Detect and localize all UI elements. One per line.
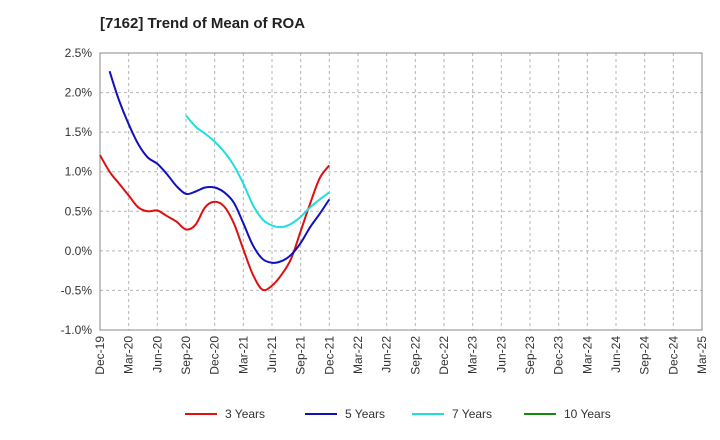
y-tick-label: 1.0%: [65, 165, 93, 179]
y-tick-label: 0.5%: [65, 204, 93, 218]
y-tick-label: 2.0%: [65, 86, 93, 100]
y-tick-label: 2.5%: [65, 46, 93, 60]
legend-label: 5 Years: [345, 407, 385, 421]
series-line-7-years: [185, 114, 330, 229]
x-tick-label: Jun-22: [380, 336, 394, 373]
x-tick-label: Sep-24: [638, 336, 652, 375]
y-tick-label: -1.0%: [61, 323, 93, 337]
x-tick-label: Dec-22: [437, 336, 451, 375]
y-axis-ticks: 2.5% 2.0% 1.5% 1.0% 0.5% 0.0% -0.5% -1.0%: [61, 46, 93, 337]
x-tick-label: Dec-21: [322, 336, 336, 375]
y-tick-label: -0.5%: [61, 283, 93, 297]
x-tick-label: Mar-24: [580, 336, 594, 374]
x-tick-label: Mar-21: [236, 336, 250, 374]
x-tick-label: Sep-23: [523, 336, 537, 375]
x-axis-ticks: Dec-19 Mar-20 Jun-20 Sep-20 Dec-20 Mar-21 Jun-…: [93, 336, 709, 375]
x-tick-label: Jun-23: [494, 336, 508, 373]
x-tick-label: Dec-24: [666, 336, 680, 375]
x-tick-label: Sep-22: [408, 336, 422, 375]
x-tick-label: Jun-20: [150, 336, 164, 373]
series-line-3-years: [99, 154, 331, 292]
x-tick-label: Mar-22: [351, 336, 365, 374]
x-tick-label: Mar-25: [695, 336, 709, 374]
x-tick-label: Mar-23: [466, 336, 480, 374]
series-line-5-years: [108, 70, 331, 264]
legend-label: 10 Years: [564, 407, 611, 421]
x-tick-label: Dec-20: [208, 336, 222, 375]
series-lines: [99, 70, 331, 292]
y-tick-label: 1.5%: [65, 125, 93, 139]
x-tick-label: Sep-20: [179, 336, 193, 375]
x-tick-label: Sep-21: [294, 336, 308, 375]
x-tick-label: Jun-21: [265, 336, 279, 373]
legend: 3 Years 5 Years 7 Years 10 Years: [185, 407, 611, 421]
x-tick-label: Jun-24: [609, 336, 623, 373]
x-tick-label: Dec-23: [552, 336, 566, 375]
grid-lines: [99, 52, 703, 331]
chart-title: [7162] Trend of Mean of ROA: [100, 15, 305, 32]
x-tick-label: Dec-19: [93, 336, 107, 375]
x-tick-label: Mar-20: [122, 336, 136, 374]
plot-area: [99, 52, 703, 331]
y-tick-label: 0.0%: [65, 244, 93, 258]
legend-label: 3 Years: [225, 407, 265, 421]
legend-label: 7 Years: [452, 407, 492, 421]
